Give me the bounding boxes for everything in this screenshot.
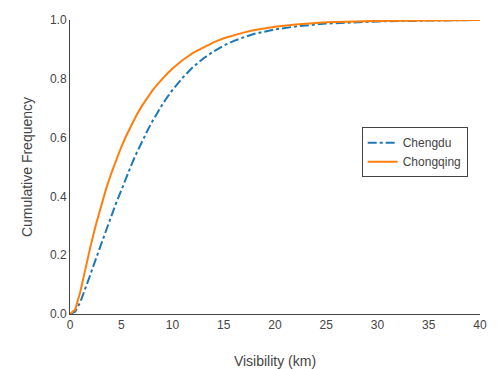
svg-text:30: 30: [371, 318, 385, 332]
svg-text:Chengdu: Chengdu: [403, 136, 452, 150]
svg-text:0.4: 0.4: [50, 190, 67, 204]
svg-text:Chongqing: Chongqing: [403, 155, 461, 169]
svg-text:Cumulative Frequency: Cumulative Frequency: [19, 97, 35, 237]
svg-text:40: 40: [473, 318, 487, 332]
svg-text:5: 5: [118, 318, 125, 332]
svg-text:25: 25: [320, 318, 334, 332]
svg-text:Visibility (km): Visibility (km): [234, 353, 316, 369]
svg-text:0: 0: [67, 318, 74, 332]
svg-text:20: 20: [268, 318, 282, 332]
svg-text:15: 15: [217, 318, 231, 332]
svg-text:0.8: 0.8: [50, 72, 67, 86]
svg-text:0.2: 0.2: [50, 248, 67, 262]
svg-text:0.0: 0.0: [50, 307, 67, 321]
svg-text:0.6: 0.6: [50, 131, 67, 145]
svg-text:35: 35: [422, 318, 436, 332]
svg-text:1.0: 1.0: [50, 13, 67, 27]
svg-text:10: 10: [166, 318, 180, 332]
